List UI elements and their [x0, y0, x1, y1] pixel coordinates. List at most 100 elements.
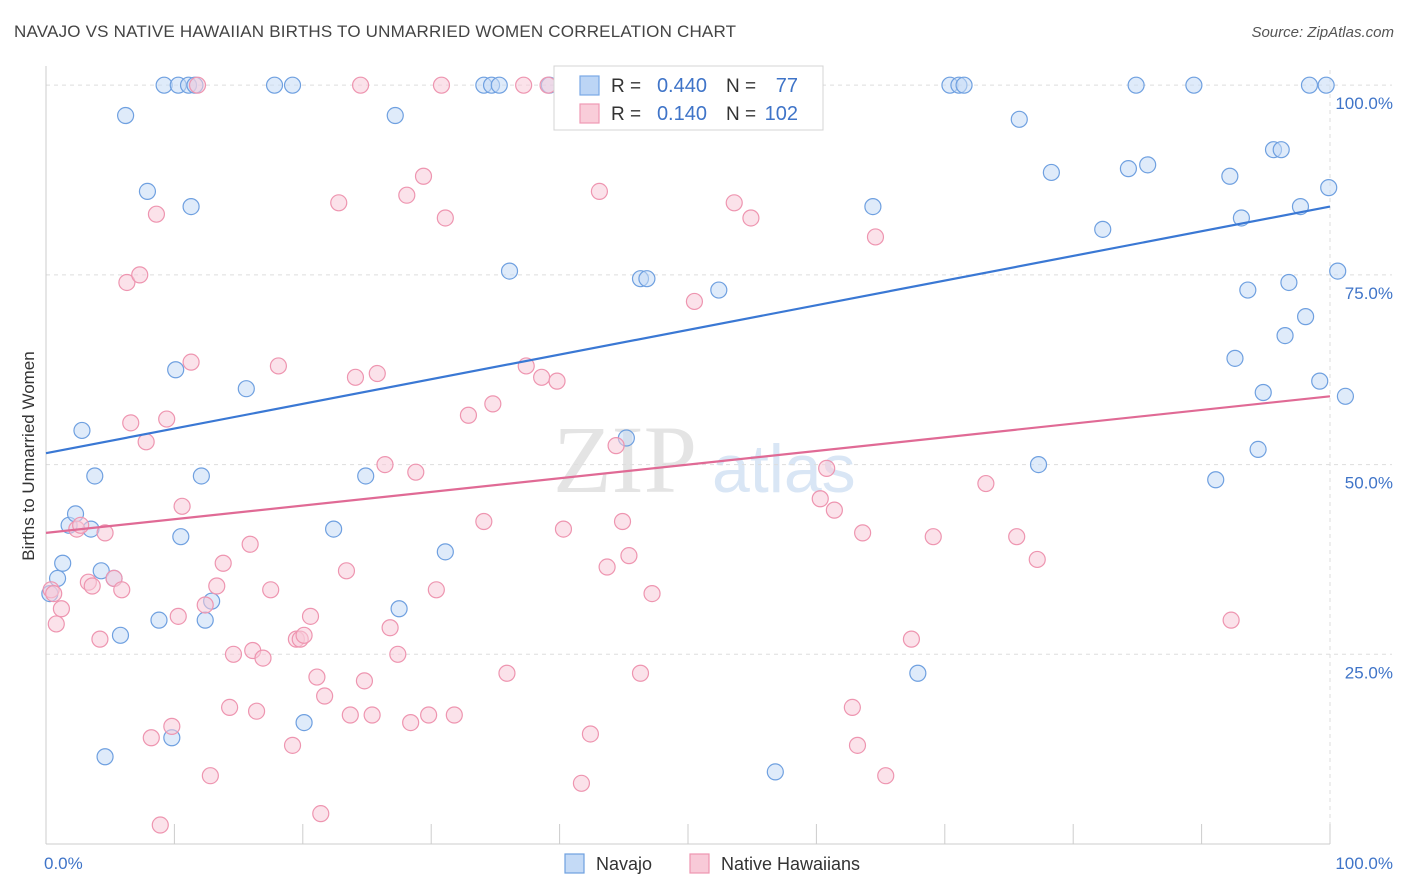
data-point [45, 584, 63, 603]
data-point [351, 76, 370, 94]
data-point [554, 520, 573, 538]
data-point [295, 713, 313, 732]
data-point [386, 106, 404, 125]
data-point [490, 76, 508, 94]
r-value: 0.440 [657, 75, 707, 97]
data-point [355, 672, 374, 690]
data-point [241, 535, 259, 553]
data-point [1008, 528, 1026, 546]
series-native-hawaiians-points [42, 76, 1240, 834]
data-point [407, 463, 425, 481]
data-point [83, 577, 101, 595]
data-point [346, 368, 365, 386]
data-point [445, 706, 463, 724]
data-point [414, 167, 433, 185]
chart-title: NAVAJO VS NATIVE HAWAIIAN BIRTHS TO UNMA… [14, 22, 737, 41]
data-point [1329, 262, 1347, 280]
data-point [196, 611, 214, 629]
data-point [188, 76, 207, 94]
data-point [390, 600, 408, 618]
data-point [924, 528, 942, 546]
data-point [196, 596, 214, 614]
y-tick-labels: 25.0% 50.0% 75.0% 100.0% [1335, 94, 1393, 682]
data-point [337, 562, 356, 580]
data-point [283, 736, 302, 754]
data-point [73, 421, 91, 440]
data-point [192, 467, 210, 485]
data-point [843, 698, 861, 717]
data-point [1185, 76, 1203, 94]
data-point [254, 649, 272, 667]
data-point [1320, 179, 1338, 197]
data-point [182, 197, 200, 216]
data-point [173, 497, 191, 515]
data-point [182, 353, 200, 371]
data-point [548, 372, 566, 390]
data-point [902, 630, 921, 648]
n-value: 102 [765, 103, 798, 125]
data-point [432, 76, 451, 94]
data-point [1249, 440, 1267, 459]
data-point [811, 490, 829, 508]
data-point [1127, 76, 1145, 94]
data-point [1222, 611, 1240, 629]
data-point [1029, 455, 1048, 474]
data-point [131, 266, 149, 284]
data-point [214, 554, 232, 572]
data-point [1297, 308, 1315, 326]
data-point [117, 106, 135, 125]
data-point [710, 281, 728, 299]
data-point [167, 361, 185, 379]
data-point [685, 292, 704, 311]
data-point [389, 645, 407, 663]
data-point [376, 455, 394, 474]
axes [45, 66, 1331, 845]
data-point [91, 630, 109, 648]
data-point [1311, 372, 1329, 390]
data-point [54, 554, 72, 572]
data-point [269, 357, 288, 375]
data-point [1139, 156, 1157, 174]
data-point [363, 706, 381, 724]
trend-lines [45, 205, 1331, 534]
data-point [137, 433, 155, 451]
data-point [1239, 281, 1257, 299]
data-point [420, 706, 438, 724]
trend-line-native-hawaiians [45, 395, 1331, 534]
data-point [381, 619, 399, 637]
data-point [818, 459, 836, 477]
data-point [427, 581, 445, 599]
legend-label: Native Hawaiians [721, 854, 860, 874]
source-credit: Source: ZipAtlas.com [1251, 24, 1394, 41]
data-point [312, 805, 330, 823]
legend-swatch [564, 853, 585, 874]
legend-label: Navajo [596, 854, 652, 874]
stats-legend: R = 0.440 N = 77 R = 0.140 N = 102 [553, 65, 824, 131]
r-label: R = [611, 104, 641, 125]
n-value: 77 [776, 75, 798, 97]
data-point [500, 262, 519, 280]
data-point [262, 581, 280, 599]
legend-swatch [689, 853, 710, 874]
data-point [142, 729, 160, 747]
data-point [151, 816, 169, 834]
data-point [150, 611, 168, 629]
data-point [341, 706, 359, 724]
data-point [1119, 160, 1138, 178]
data-point [147, 205, 166, 223]
data-point [208, 577, 226, 595]
y-tick-label: 100.0% [1335, 94, 1393, 113]
data-point [1276, 326, 1294, 345]
stats-legend-swatch [579, 75, 600, 96]
data-point [581, 725, 600, 743]
y-tick-label: 50.0% [1345, 474, 1393, 493]
data-point [1336, 387, 1355, 405]
data-point [96, 748, 114, 766]
r-value: 0.140 [657, 103, 707, 125]
watermark-zip: ZIP [553, 406, 697, 513]
data-point [1300, 76, 1319, 94]
watermark: ZIP atlas [553, 406, 856, 513]
data-point [301, 607, 320, 625]
data-point [169, 607, 187, 625]
data-point [357, 467, 375, 485]
